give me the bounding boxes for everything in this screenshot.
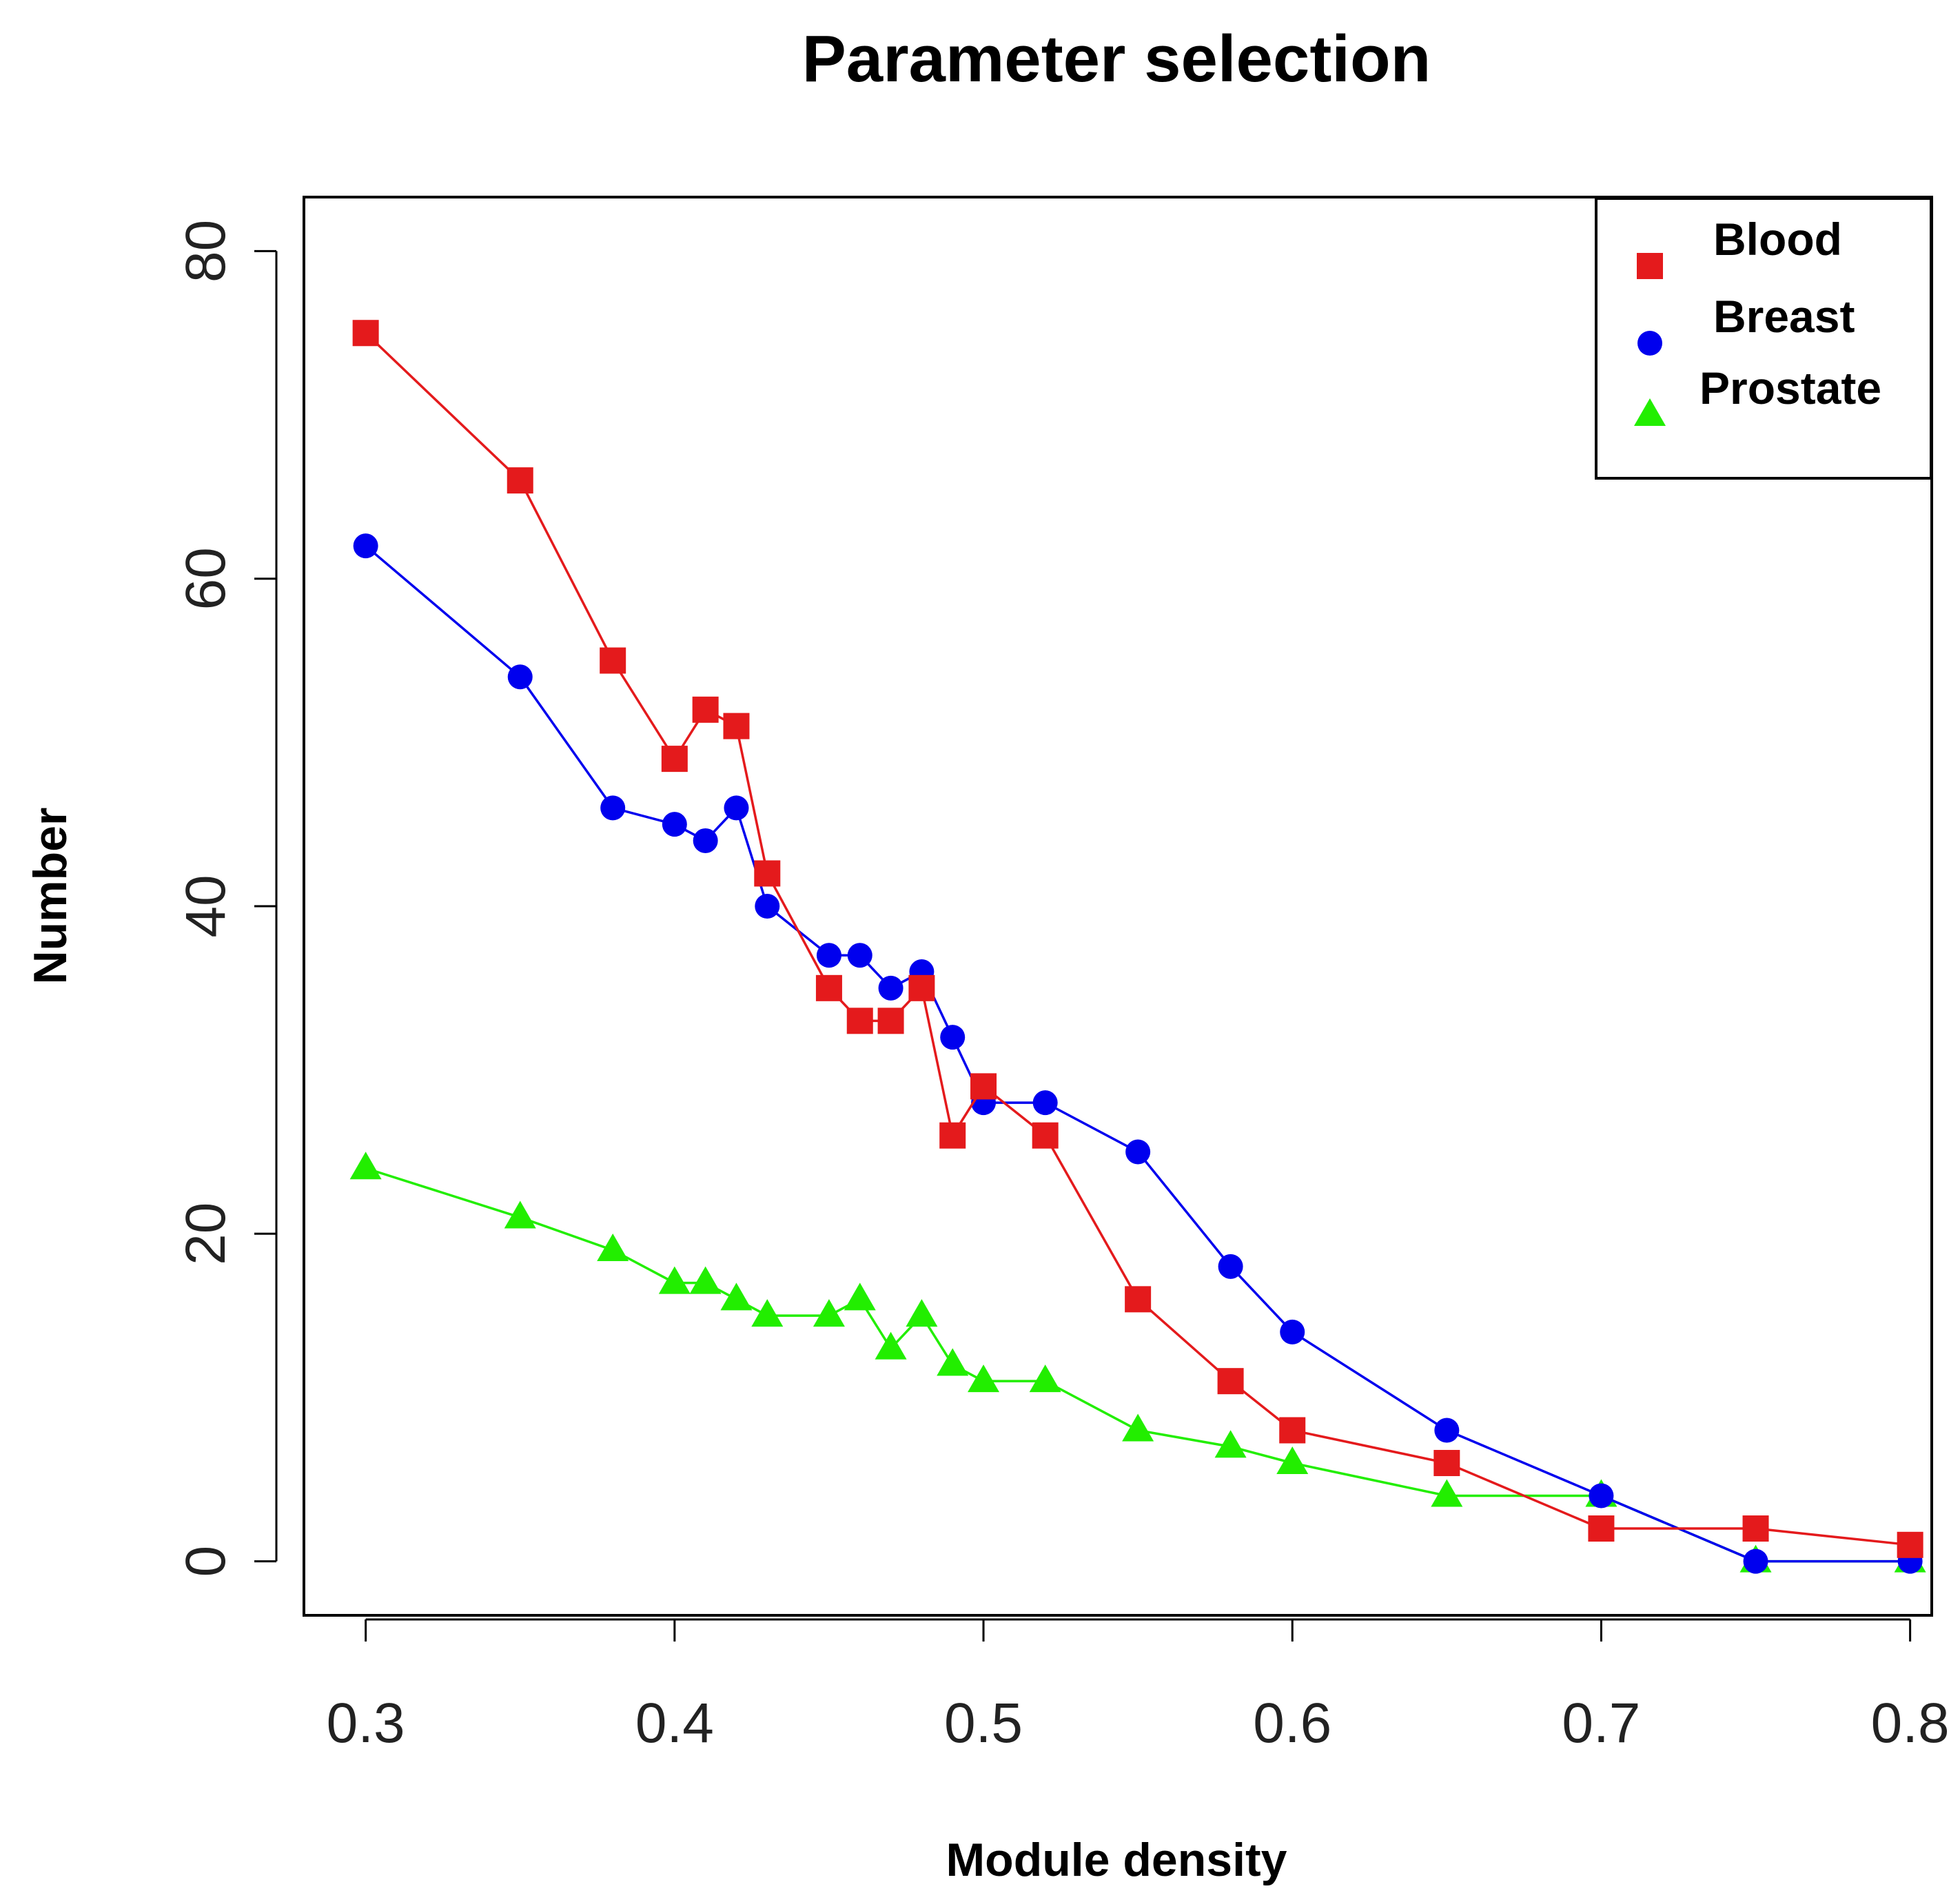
breast-point: [847, 943, 872, 968]
prostate-point: [1276, 1446, 1309, 1474]
blood-point: [754, 860, 781, 887]
x-tick-label: 0.6: [1253, 1692, 1331, 1755]
prostate-point: [504, 1200, 536, 1229]
prostate-point: [1431, 1479, 1463, 1507]
legend-marker-blood: [1637, 253, 1663, 279]
blood-line: [365, 331, 1910, 1546]
blood-point: [600, 647, 626, 674]
legend-label: Breast: [1713, 291, 1855, 342]
blood-point: [1217, 1368, 1244, 1395]
x-tick-label: 0.4: [635, 1692, 714, 1755]
prostate-point: [597, 1234, 629, 1262]
breast-point: [693, 828, 718, 853]
x-tick-label: 0.3: [327, 1692, 405, 1755]
legend-marker-breast: [1637, 331, 1662, 356]
prostate-point: [875, 1331, 907, 1360]
y-tick-label: 60: [174, 547, 237, 610]
x-axis-label: Module density: [946, 1834, 1287, 1886]
prostate-point: [937, 1348, 969, 1376]
y-axis: 0 20 40 60 80: [174, 220, 278, 1577]
prostate-point: [658, 1266, 691, 1294]
series-prostate: [349, 1152, 1926, 1573]
prostate-point: [844, 1282, 876, 1311]
x-tick-label: 0.7: [1562, 1692, 1640, 1755]
prostate-point: [968, 1364, 1000, 1393]
prostate-point: [349, 1152, 382, 1180]
y-tick-label: 20: [174, 1203, 237, 1265]
prostate-point: [1122, 1413, 1154, 1442]
prostate-point: [813, 1299, 845, 1327]
legend-item-blood: Blood: [1637, 214, 1842, 279]
breast-point: [1434, 1418, 1460, 1443]
blood-point: [352, 320, 379, 347]
breast-point: [1589, 1483, 1614, 1509]
prostate-point: [689, 1266, 722, 1294]
blood-point: [908, 974, 935, 1001]
breast-point: [353, 533, 378, 559]
blood-point: [723, 713, 750, 739]
blood-point: [846, 1008, 873, 1034]
blood-point: [1032, 1122, 1059, 1149]
legend-item-breast: Breast: [1637, 291, 1855, 356]
legend-label: Prostate: [1699, 362, 1881, 413]
blood-point: [877, 1008, 904, 1034]
blood-point: [661, 746, 688, 773]
x-axis: 0.3 0.4 0.5 0.6 0.7 0.8: [327, 1618, 1950, 1755]
blood-point: [507, 467, 533, 494]
blood-point: [1742, 1515, 1769, 1542]
blood-point: [939, 1122, 966, 1149]
y-tick-label: 80: [174, 220, 237, 283]
blood-point: [815, 974, 842, 1001]
breast-line: [365, 544, 1910, 1563]
legend-item-prostate: Prostate: [1634, 362, 1881, 426]
y-axis-label: Number: [24, 808, 76, 985]
blood-point: [1897, 1531, 1923, 1558]
legend-box: [1595, 197, 1932, 480]
breast-point: [662, 812, 687, 837]
legend: Blood Breast Prostate: [1595, 197, 1932, 480]
chart-title: Parameter selection: [802, 22, 1431, 96]
blood-point: [1433, 1449, 1460, 1476]
breast-point: [816, 943, 841, 968]
prostate-point: [1029, 1364, 1061, 1393]
breast-point: [1743, 1548, 1768, 1574]
breast-point: [724, 795, 749, 821]
blood-point: [1588, 1515, 1615, 1542]
breast-point: [507, 664, 533, 690]
breast-point: [1280, 1319, 1305, 1344]
breast-point: [600, 795, 626, 821]
x-tick-label: 0.5: [944, 1692, 1023, 1755]
prostate-point: [751, 1299, 784, 1327]
y-tick-label: 0: [174, 1546, 237, 1577]
legend-marker-prostate: [1634, 398, 1666, 426]
prostate-point: [720, 1282, 753, 1311]
blood-point: [692, 696, 719, 723]
breast-point: [878, 975, 904, 1001]
prostate-point: [906, 1299, 938, 1327]
breast-point: [755, 894, 780, 919]
breast-point: [1125, 1139, 1151, 1165]
plot-frame: [303, 196, 1933, 1617]
y-tick-label: 40: [174, 875, 237, 937]
blood-point: [1125, 1286, 1152, 1313]
legend-label: Blood: [1713, 214, 1842, 265]
breast-point: [940, 1025, 966, 1050]
x-tick-label: 0.8: [1871, 1692, 1950, 1755]
blood-point: [970, 1073, 997, 1100]
prostate-point: [1214, 1430, 1247, 1458]
series-blood: [352, 320, 1923, 1558]
series-breast: [353, 533, 1923, 1574]
blood-point: [1279, 1417, 1306, 1444]
prostate-line: [365, 1167, 1910, 1563]
series-layer: [349, 320, 1926, 1574]
breast-point: [1032, 1090, 1058, 1116]
breast-point: [1218, 1254, 1243, 1279]
